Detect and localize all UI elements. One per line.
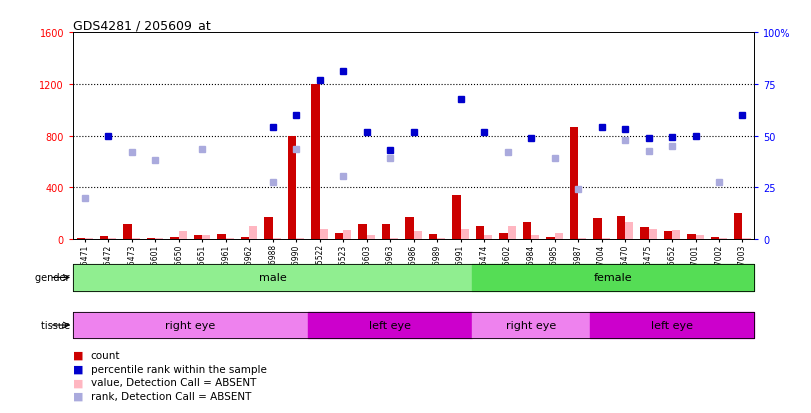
Bar [625,223,633,240]
Bar [155,239,164,240]
Bar [296,239,304,240]
Bar [311,85,320,240]
Text: tissue: tissue [41,320,73,330]
Text: male: male [259,273,286,283]
Bar [500,233,508,240]
Bar [308,312,472,339]
Bar [710,237,719,240]
Bar [649,229,657,240]
Bar [617,216,625,240]
Text: GDS4281 / 205609_at: GDS4281 / 205609_at [73,19,211,32]
Text: left eye: left eye [369,320,411,330]
Bar [523,223,531,240]
Bar [453,196,461,240]
Text: ■: ■ [73,350,84,360]
Bar [663,231,672,240]
Bar [406,218,414,240]
Text: gender: gender [36,273,73,283]
Text: ■: ■ [73,391,84,401]
Bar [194,236,202,240]
Bar [437,239,445,240]
Bar [343,230,351,240]
Bar [335,233,343,240]
Bar [108,239,117,240]
Bar [147,238,155,240]
Bar [73,312,308,339]
Bar [472,312,590,339]
Bar [76,239,84,240]
Bar [719,238,727,240]
Text: ■: ■ [73,377,84,387]
Text: percentile rank within the sample: percentile rank within the sample [91,364,267,374]
Bar [508,227,516,240]
Bar [578,239,586,240]
Bar [358,224,367,240]
Bar [461,229,469,240]
Bar [288,136,296,240]
Bar [734,214,743,240]
Bar [531,236,539,240]
Bar [249,227,257,240]
Bar [272,239,281,240]
Text: rank, Detection Call = ABSENT: rank, Detection Call = ABSENT [91,391,251,401]
Bar [264,218,272,240]
Bar [320,229,328,240]
Bar [202,236,210,240]
Bar [170,237,178,240]
Bar [178,232,187,240]
Text: left eye: left eye [651,320,693,330]
Bar [696,236,704,240]
Bar [84,238,93,240]
Text: value, Detection Call = ABSENT: value, Detection Call = ABSENT [91,377,256,387]
Text: right eye: right eye [165,320,216,330]
Bar [590,312,754,339]
Bar [484,236,492,240]
Text: right eye: right eye [506,320,556,330]
Bar [547,237,555,240]
Text: count: count [91,350,120,360]
Bar [687,235,696,240]
Bar [641,228,649,240]
Bar [217,235,225,240]
Bar [367,236,375,240]
Bar [100,236,108,240]
Bar [602,239,610,240]
Bar [555,233,563,240]
Bar [743,239,751,240]
Bar [429,235,437,240]
Bar [476,227,484,240]
Bar [123,224,131,240]
Bar [131,239,140,240]
Bar [672,230,680,240]
Text: female: female [594,273,633,283]
Bar [241,237,249,240]
Text: ■: ■ [73,364,84,374]
Bar [390,238,398,240]
Bar [225,239,234,240]
Bar [73,264,472,291]
Bar [414,232,422,240]
Bar [570,127,578,240]
Bar [594,219,602,240]
Bar [472,264,754,291]
Bar [382,224,390,240]
